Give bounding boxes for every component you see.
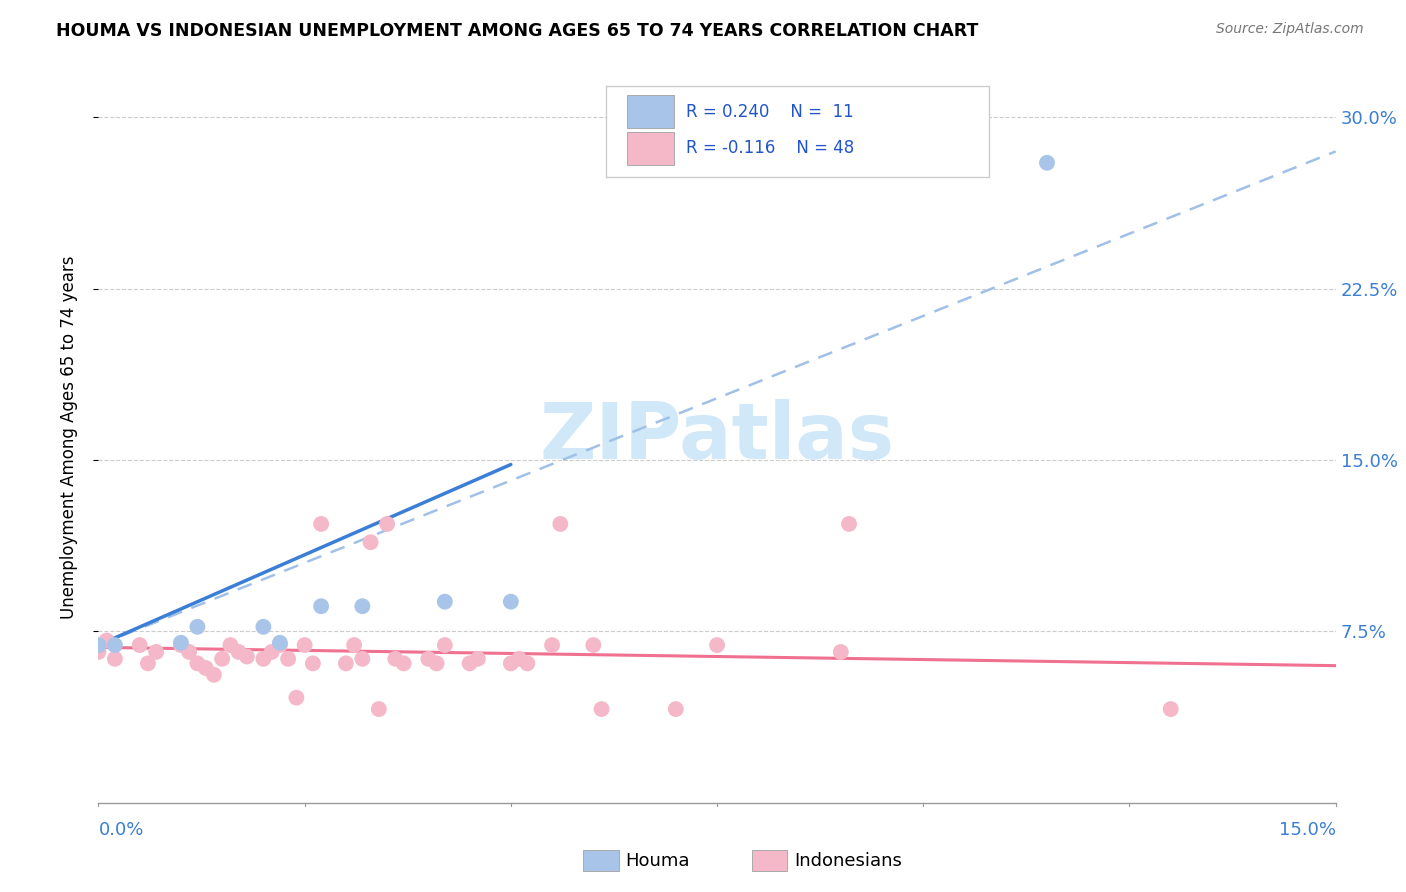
Text: Source: ZipAtlas.com: Source: ZipAtlas.com [1216, 22, 1364, 37]
Point [384, 652, 406, 666]
Text: R = -0.116    N = 48: R = -0.116 N = 48 [686, 139, 855, 157]
Point [186, 620, 208, 634]
Point [136, 657, 159, 671]
Point [541, 638, 564, 652]
Point [269, 636, 291, 650]
Point [186, 657, 208, 671]
Point [128, 638, 150, 652]
Point [219, 638, 242, 652]
Point [194, 661, 217, 675]
Point [516, 657, 538, 671]
Point [830, 645, 852, 659]
Point [467, 652, 489, 666]
Text: Houma: Houma [626, 852, 690, 870]
Point [508, 652, 530, 666]
Text: HOUMA VS INDONESIAN UNEMPLOYMENT AMONG AGES 65 TO 74 YEARS CORRELATION CHART: HOUMA VS INDONESIAN UNEMPLOYMENT AMONG A… [56, 22, 979, 40]
Point [252, 620, 274, 634]
Point [285, 690, 308, 705]
Point [87, 638, 110, 652]
Point [418, 652, 440, 666]
Bar [627, 132, 673, 165]
Point [360, 535, 382, 549]
Point [352, 599, 374, 614]
Text: R = 0.240    N =  11: R = 0.240 N = 11 [686, 103, 853, 120]
Point [252, 652, 274, 666]
Point [211, 652, 233, 666]
Text: ZIPatlas: ZIPatlas [540, 399, 894, 475]
Point [277, 652, 299, 666]
Point [367, 702, 389, 716]
Point [179, 645, 201, 659]
Point [665, 702, 688, 716]
Point [499, 594, 522, 608]
Point [352, 652, 374, 666]
Point [392, 657, 415, 671]
Point [706, 638, 728, 652]
Point [426, 657, 449, 671]
Point [104, 638, 127, 652]
Point [309, 599, 332, 614]
Point [582, 638, 605, 652]
Point [343, 638, 366, 652]
Point [838, 516, 860, 531]
Point [433, 638, 456, 652]
Text: 0.0%: 0.0% [98, 821, 143, 839]
Point [458, 657, 481, 671]
Point [1160, 702, 1182, 716]
Point [269, 638, 291, 652]
Bar [627, 95, 673, 128]
Point [202, 667, 225, 681]
Point [228, 645, 250, 659]
Point [309, 516, 332, 531]
FancyBboxPatch shape [606, 86, 990, 178]
Point [302, 657, 325, 671]
Point [433, 594, 456, 608]
Point [335, 657, 357, 671]
Point [375, 516, 398, 531]
Point [1036, 155, 1059, 169]
Point [260, 645, 283, 659]
Point [294, 638, 316, 652]
Text: Indonesians: Indonesians [794, 852, 903, 870]
Point [170, 638, 193, 652]
Point [499, 657, 522, 671]
Point [96, 633, 118, 648]
Point [236, 649, 259, 664]
Point [550, 516, 572, 531]
Point [145, 645, 167, 659]
Y-axis label: Unemployment Among Ages 65 to 74 years: Unemployment Among Ages 65 to 74 years [59, 255, 77, 619]
Point [104, 652, 127, 666]
Point [591, 702, 613, 716]
Point [170, 636, 193, 650]
Text: 15.0%: 15.0% [1278, 821, 1336, 839]
Point [87, 645, 110, 659]
